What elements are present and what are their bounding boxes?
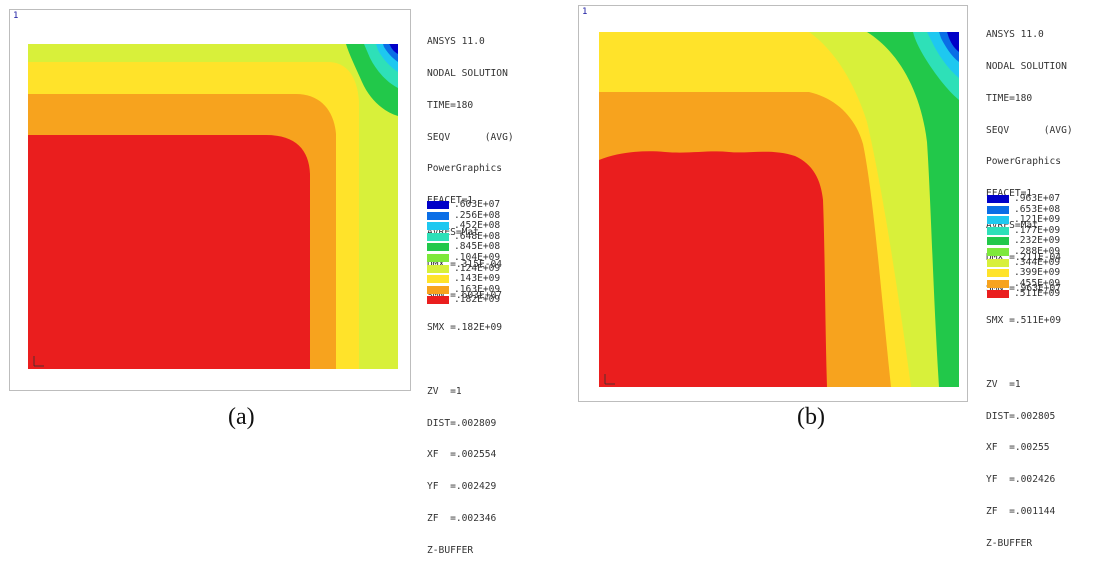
info-line: XF =.002554 <box>427 449 497 461</box>
info-line: DMX =.315E-04 <box>427 258 503 270</box>
legend-swatch <box>427 201 449 209</box>
legend-value: .104E+09 <box>454 251 501 263</box>
info-line: TIME=180 <box>986 92 1033 104</box>
legend-swatch <box>427 211 449 220</box>
info-line: Z-BUFFER <box>986 537 1033 549</box>
legend-swatch <box>987 290 1009 299</box>
triad-icon <box>33 356 44 367</box>
legend-value: .455E+09 <box>1014 277 1061 289</box>
contour-band-blue <box>947 32 959 52</box>
info-line: PowerGraphics <box>986 156 1062 168</box>
legend-value: .182E+09 <box>454 294 501 306</box>
contour-band-red <box>599 151 827 387</box>
legend-swatch <box>987 226 1009 235</box>
viewport-b: 1 <box>578 5 968 402</box>
legend-value: .256E+08 <box>454 209 501 221</box>
info-line: XF =.00255 <box>986 442 1050 454</box>
legend-value: .452E+08 <box>454 220 501 232</box>
info-line: EFACET=1 <box>986 188 1033 200</box>
info-line: SEQV (AVG) <box>986 124 1073 136</box>
contour-band-blue <box>389 44 398 54</box>
info-line <box>986 348 1073 359</box>
info-line: YF =.002426 <box>986 474 1056 486</box>
info-line: DIST=.002809 <box>427 417 497 429</box>
caption-a: (a) <box>228 404 255 430</box>
legend-value: .288E+09 <box>1014 245 1061 257</box>
legend-swatch <box>987 195 1009 203</box>
info-line: SMX =.182E+09 <box>427 322 503 334</box>
info-line: SEQV (AVG) <box>427 131 514 143</box>
triad-icon <box>604 374 615 385</box>
legend-swatch <box>427 264 449 273</box>
legend-value: .511E+09 <box>1014 288 1061 300</box>
legend-value: .603E+07 <box>454 199 501 210</box>
legend-value: .845E+08 <box>454 241 501 253</box>
info-line: YF =.002429 <box>427 481 497 493</box>
contour-band-red <box>28 135 310 369</box>
info-line: AVRES=Mat <box>986 219 1038 231</box>
caption-b: (b) <box>797 404 825 430</box>
info-line: NODAL SOLUTION <box>986 60 1067 72</box>
legend-swatch <box>427 222 449 231</box>
info-line: Z-BUFFER <box>427 544 474 556</box>
info-line: TIME=180 <box>427 99 474 111</box>
legend-value: .232E+09 <box>1014 235 1061 247</box>
contour-plot-a <box>28 44 398 369</box>
legend-value: .177E+09 <box>1014 224 1061 236</box>
legend-swatch <box>427 253 449 262</box>
legend-value: .143E+09 <box>454 273 501 285</box>
legend-swatch <box>987 247 1009 256</box>
legend-swatch <box>427 296 449 305</box>
info-line: ANSYS 11.0 <box>427 36 485 48</box>
info-line: NODAL SOLUTION <box>427 67 508 79</box>
info-line: DIST=.002805 <box>986 410 1056 422</box>
legend-value: .963E+07 <box>1014 193 1061 204</box>
info-line: ZV =1 <box>986 378 1021 390</box>
legend-swatch <box>987 216 1009 225</box>
info-line: ZF =.002346 <box>427 512 497 524</box>
legend-value: .124E+09 <box>454 262 501 274</box>
legend-swatch <box>987 237 1009 246</box>
legend-swatch <box>987 205 1009 214</box>
info-line <box>427 355 514 366</box>
viewport-number: 1 <box>13 11 19 21</box>
info-line: SMN =.963E+07 <box>986 283 1062 295</box>
viewport-a: 1 <box>9 9 411 391</box>
info-line: DMX =.211E-04 <box>986 251 1062 263</box>
legend-value: .121E+09 <box>1014 214 1061 226</box>
viewport-number: 1 <box>582 7 588 17</box>
info-line: SMN =.603E+07 <box>427 290 503 302</box>
info-line: EFACET=1 <box>427 195 474 207</box>
info-line: AVRES=Mat <box>427 226 479 238</box>
legend-swatch <box>987 269 1009 278</box>
legend-value: .344E+09 <box>1014 256 1061 268</box>
legend-value: .399E+09 <box>1014 267 1061 279</box>
contour-plot-b <box>599 32 959 387</box>
info-line: ANSYS 11.0 <box>986 29 1044 41</box>
legend-swatch <box>427 243 449 252</box>
legend-swatch <box>987 279 1009 288</box>
legend-value: .163E+09 <box>454 283 501 295</box>
info-line: PowerGraphics <box>427 163 503 175</box>
legend-swatch <box>987 258 1009 267</box>
legend-value: .648E+08 <box>454 230 501 242</box>
info-line: SMX =.511E+09 <box>986 315 1062 327</box>
info-line: ZV =1 <box>427 385 462 397</box>
legend-swatch <box>427 275 449 284</box>
info-line: ZF =.001144 <box>986 505 1056 517</box>
legend-swatch <box>427 285 449 294</box>
legend-swatch <box>427 232 449 241</box>
legend-value: .653E+08 <box>1014 203 1061 215</box>
